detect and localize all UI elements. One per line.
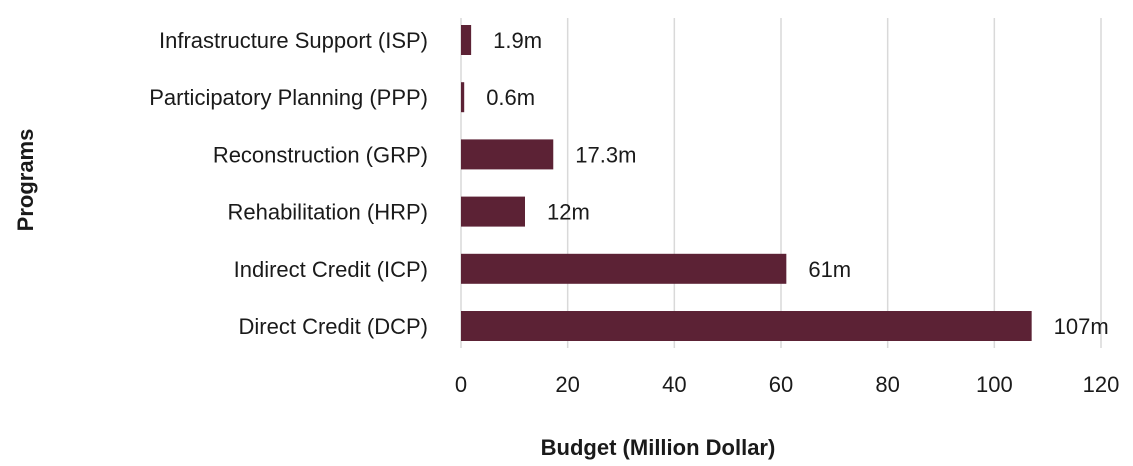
- bar: [461, 196, 525, 227]
- data-label: 12m: [547, 200, 590, 225]
- category-label: Participatory Planning (PPP): [149, 85, 428, 110]
- bar: [461, 139, 554, 170]
- x-tick-label: 80: [875, 372, 899, 397]
- bar: [461, 82, 465, 113]
- bar: [461, 311, 1032, 341]
- x-tick-label: 100: [976, 372, 1013, 397]
- x-tick-label: 0: [455, 372, 467, 397]
- gridlines: [460, 18, 1102, 348]
- x-tick-label: 120: [1083, 372, 1120, 397]
- data-label: 17.3m: [575, 142, 636, 167]
- bar: [461, 253, 787, 284]
- bars: [461, 25, 1032, 341]
- x-tick-label: 40: [662, 372, 686, 397]
- x-tick-label: 20: [555, 372, 579, 397]
- category-label: Reconstruction (GRP): [213, 142, 428, 167]
- data-label: 107m: [1054, 314, 1109, 339]
- category-label: Infrastructure Support (ISP): [159, 28, 428, 53]
- data-label: 61m: [808, 257, 851, 282]
- data-label: 1.9m: [493, 28, 542, 53]
- category-label: Rehabilitation (HRP): [227, 200, 428, 225]
- x-axis-title: Budget (Million Dollar): [541, 435, 776, 460]
- bar: [461, 25, 472, 55]
- data-label: 0.6m: [486, 85, 535, 110]
- category-label: Indirect Credit (ICP): [234, 257, 428, 282]
- labels: 0 20 40 60 80 100 120 Infrastructure Support (I…: [149, 28, 1119, 397]
- y-axis-title: Programs: [13, 129, 38, 232]
- x-tick-label: 60: [769, 372, 793, 397]
- category-label: Direct Credit (DCP): [239, 314, 428, 339]
